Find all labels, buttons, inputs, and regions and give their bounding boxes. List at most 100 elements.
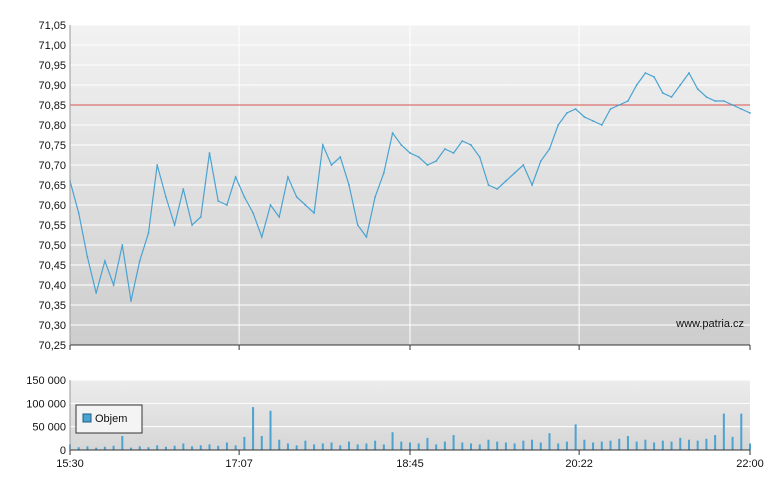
price-point <box>548 148 551 150</box>
legend-label: Objem <box>95 413 127 425</box>
price-point <box>348 184 350 186</box>
price-point <box>121 244 124 246</box>
price-point <box>156 164 159 166</box>
price-point <box>461 140 464 142</box>
volume-y-tick-label: 100 000 <box>26 398 66 410</box>
price-point <box>208 152 211 154</box>
price-point <box>191 224 193 226</box>
volume-bar <box>496 441 499 450</box>
volume-bar <box>278 439 281 450</box>
price-point <box>705 96 708 98</box>
volume-bar <box>740 413 743 450</box>
volume-bar <box>95 447 98 450</box>
price-point <box>304 204 307 206</box>
x-tick-label: 20:22 <box>565 458 593 470</box>
price-point <box>531 184 533 186</box>
price-point <box>243 196 246 198</box>
volume-bar <box>687 439 690 450</box>
price-point <box>147 232 150 234</box>
price-point <box>443 148 446 150</box>
price-y-tick-label: 70,50 <box>38 240 66 252</box>
volume-bar <box>130 447 133 450</box>
price-point <box>112 284 115 286</box>
volume-bar <box>600 441 603 450</box>
price-point <box>164 196 167 198</box>
volume-bar <box>705 438 708 450</box>
volume-y-tick-label: 150 000 <box>26 375 66 387</box>
price-y-tick-label: 70,40 <box>38 280 66 292</box>
volume-bar <box>356 444 359 450</box>
volume-bar <box>583 439 586 450</box>
volume-bar <box>592 442 595 450</box>
price-point <box>496 188 499 190</box>
volume-bar <box>487 439 490 450</box>
volume-bar <box>382 444 385 450</box>
volume-bar <box>714 435 717 450</box>
volume-bar <box>330 442 333 450</box>
volume-bar <box>417 443 420 450</box>
price-panel: 70,25 70,30 70,35 70,40 70,45 70,50 70,55 70,60… <box>38 20 751 352</box>
volume-y-tick-label: 50 000 <box>32 422 66 434</box>
volume-bar <box>225 442 228 450</box>
price-point <box>321 144 324 146</box>
price-point <box>566 112 568 114</box>
volume-bar <box>112 445 115 450</box>
price-point <box>260 236 263 238</box>
volume-bar <box>103 446 106 450</box>
x-tick-label: 15:30 <box>56 458 84 470</box>
volume-bar <box>644 439 647 450</box>
price-point <box>234 176 237 178</box>
volume-bar <box>313 444 316 450</box>
volume-bar <box>513 443 516 450</box>
volume-bar <box>426 437 429 450</box>
volume-bar <box>191 446 194 450</box>
price-point <box>653 76 656 78</box>
volume-bar <box>443 441 446 450</box>
volume-bar <box>409 442 411 450</box>
volume-bar <box>731 436 734 450</box>
price-point <box>627 100 629 102</box>
x-tick-label: 17:07 <box>225 458 253 470</box>
volume-bar <box>653 442 656 450</box>
volume-bar <box>504 442 507 450</box>
price-point <box>138 260 141 262</box>
price-y-tick-label: 71,05 <box>38 20 66 32</box>
volume-legend: Objem <box>75 404 143 434</box>
price-point <box>330 164 333 166</box>
price-point <box>130 300 132 302</box>
price-y-tick-label: 70,85 <box>38 100 66 112</box>
price-y-tick-label: 70,25 <box>38 340 66 352</box>
price-point <box>417 156 420 158</box>
volume-bar <box>164 446 167 450</box>
volume-bar <box>339 445 342 450</box>
price-point <box>374 196 377 198</box>
volume-bar <box>574 424 577 450</box>
volume-panel: 0 50 000 100 000 150 000 15:30 17:07 18:45 20:2… <box>26 375 764 470</box>
volume-bar <box>478 444 481 450</box>
price-point <box>382 172 385 174</box>
price-point <box>226 204 228 206</box>
price-y-tick-label: 70,35 <box>38 300 66 312</box>
volume-bar <box>391 432 394 450</box>
volume-bar <box>539 442 542 450</box>
price-point <box>287 176 289 178</box>
volume-bar <box>260 436 263 450</box>
price-point <box>661 92 664 94</box>
volume-plot-background <box>70 380 750 450</box>
price-point <box>504 180 507 182</box>
price-point <box>339 156 342 158</box>
price-point <box>670 96 673 98</box>
volume-bar <box>635 441 638 450</box>
volume-bar <box>286 443 289 450</box>
price-point <box>487 184 490 186</box>
price-point <box>749 112 751 114</box>
volume-bar <box>435 444 438 450</box>
volume-bar <box>522 440 525 450</box>
volume-bar <box>156 445 159 450</box>
volume-bar <box>661 440 664 450</box>
volume-bar <box>208 444 211 450</box>
volume-bar <box>626 436 629 450</box>
price-point <box>103 260 106 262</box>
volume-bar <box>618 438 621 450</box>
